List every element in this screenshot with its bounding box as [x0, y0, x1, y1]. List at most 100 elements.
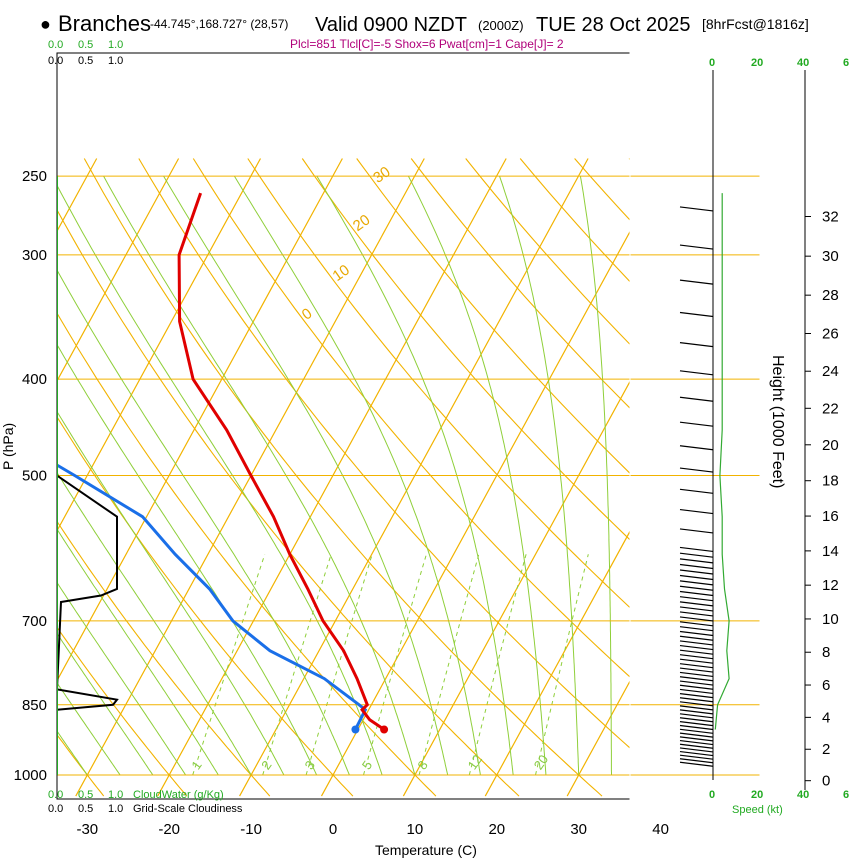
wind-barb	[679, 754, 714, 760]
wind-barb	[679, 546, 714, 553]
wind-speed-line	[714, 193, 730, 730]
isotherm-line	[57, 158, 262, 533]
pressure-tick-label: 1000	[14, 767, 47, 784]
wind-barb	[679, 606, 714, 612]
height-tick-label: 2	[822, 741, 830, 758]
wind-barb	[679, 758, 714, 764]
location-bullet: ●	[40, 14, 51, 34]
dry-adiabat-line	[57, 626, 188, 797]
wind-top-0: 0	[709, 57, 715, 69]
wind-barb	[679, 528, 714, 534]
wind-barb	[679, 676, 714, 682]
pressure-tick-label: 300	[22, 247, 47, 264]
cloud-bot-1: 0.5	[78, 803, 93, 815]
moist-adiabat-line	[407, 175, 547, 776]
wind-barb	[679, 206, 714, 212]
wind-barb	[679, 713, 714, 719]
temperature-tick-label: 10	[407, 821, 424, 838]
wind-barb	[679, 563, 714, 570]
wind-barb	[679, 728, 714, 734]
wind-barb	[679, 750, 714, 757]
wind-barb	[679, 747, 714, 753]
cloudiness-label: Grid-Scale Cloudiness	[133, 803, 243, 815]
wind-barb	[679, 663, 714, 669]
height-tick-label: 30	[822, 248, 839, 265]
mixing-ratio-label-group: 1 2 3 5 8 12 20	[188, 752, 551, 772]
height-axis-label: Height (1000 Feet)	[769, 355, 786, 488]
moist-adiabat-line	[579, 176, 612, 775]
wind-barb	[679, 445, 714, 451]
isotherm-line	[75, 158, 425, 797]
surface-dewpoint-marker	[351, 725, 360, 734]
wind-barb	[679, 421, 714, 427]
wind-bot-40: 40	[797, 789, 809, 801]
wind-barb	[679, 611, 714, 617]
wind-barb	[679, 590, 714, 597]
site-title: Branches	[58, 11, 151, 36]
dry-adiabat-line	[57, 733, 105, 797]
skewt-background	[57, 158, 630, 797]
cloud-bot-green-1: 0.5	[78, 789, 93, 801]
pressure-tick-label: 400	[22, 371, 47, 388]
moist-adiabat-line	[499, 175, 580, 776]
wind-barb	[679, 732, 714, 738]
profile-group	[57, 176, 389, 775]
pressure-axis: 250 300 400 500 700 850 1000	[14, 168, 47, 784]
wind-barb	[679, 705, 714, 711]
moist-adiabat-line	[57, 343, 318, 776]
cloud-top-green-1: 0.5	[78, 39, 93, 51]
isotherm-line	[484, 530, 630, 797]
temperature-tick-label: -20	[158, 821, 180, 838]
wind-barb	[679, 370, 714, 376]
surface-temperature-marker	[380, 725, 389, 734]
height-tick-label: 6	[822, 677, 830, 694]
dry-adiabat-line	[57, 312, 437, 797]
wind-bot-6: 6	[843, 789, 849, 801]
wind-barb	[679, 279, 714, 285]
wind-barb	[679, 761, 714, 767]
wind-barb	[679, 552, 714, 558]
wind-barb	[679, 569, 714, 575]
wind-barb	[679, 671, 714, 678]
mixing-ratio-line	[418, 554, 480, 776]
dry-adiabat-line	[192, 158, 630, 678]
pressure-tick-label: 500	[22, 468, 47, 485]
height-tick-label: 32	[822, 208, 839, 225]
moist-adiabat-line	[316, 175, 514, 776]
cloud-bot-green-2: 1.0	[108, 789, 123, 801]
temperature-tick-label: -30	[76, 821, 98, 838]
valid-time: Valid 0900 NZDT	[315, 14, 467, 36]
moist-adiabat-line	[57, 269, 350, 776]
wind-top-40: 40	[797, 57, 809, 69]
height-tick-label: 4	[822, 709, 830, 726]
cloud-top-0: 0.0	[48, 55, 63, 67]
height-tick-label: 8	[822, 644, 830, 661]
wind-barb	[679, 244, 714, 250]
wind-top-6: 6	[843, 57, 849, 69]
moist-adiabat-line	[57, 410, 285, 776]
cloud-top-1: 0.5	[78, 55, 93, 67]
valid-date: TUE 28 Oct 2025	[536, 14, 691, 36]
wind-barb	[679, 736, 714, 742]
wind-barb	[679, 739, 714, 746]
wind-barb	[679, 626, 714, 632]
dewpoint-line	[57, 463, 368, 731]
wind-barb	[679, 680, 714, 686]
cloud-axis-top: 0.0 0.5 1.0 0.0 0.5 1.0	[48, 39, 123, 67]
isotherm-line	[157, 158, 507, 797]
dry-adiabat-line	[356, 158, 630, 475]
wind-barb	[679, 697, 714, 703]
height-tick-label: 18	[822, 473, 839, 490]
wind-barb	[679, 596, 714, 602]
wind-barb	[679, 635, 714, 641]
cloud-axis-bottom: 0.0 0.5 1.0 CloudWater (g/Kg) 0.0 0.5 1.…	[48, 789, 243, 815]
dry-adiabat-line	[138, 158, 630, 749]
wind-barb	[679, 311, 714, 318]
moist-adiabat-line	[57, 581, 187, 776]
wind-barb	[679, 644, 714, 651]
cloud-water-label: CloudWater (g/Kg)	[133, 789, 224, 801]
moist-adiabat-line	[103, 175, 416, 776]
wind-barb	[679, 701, 714, 707]
